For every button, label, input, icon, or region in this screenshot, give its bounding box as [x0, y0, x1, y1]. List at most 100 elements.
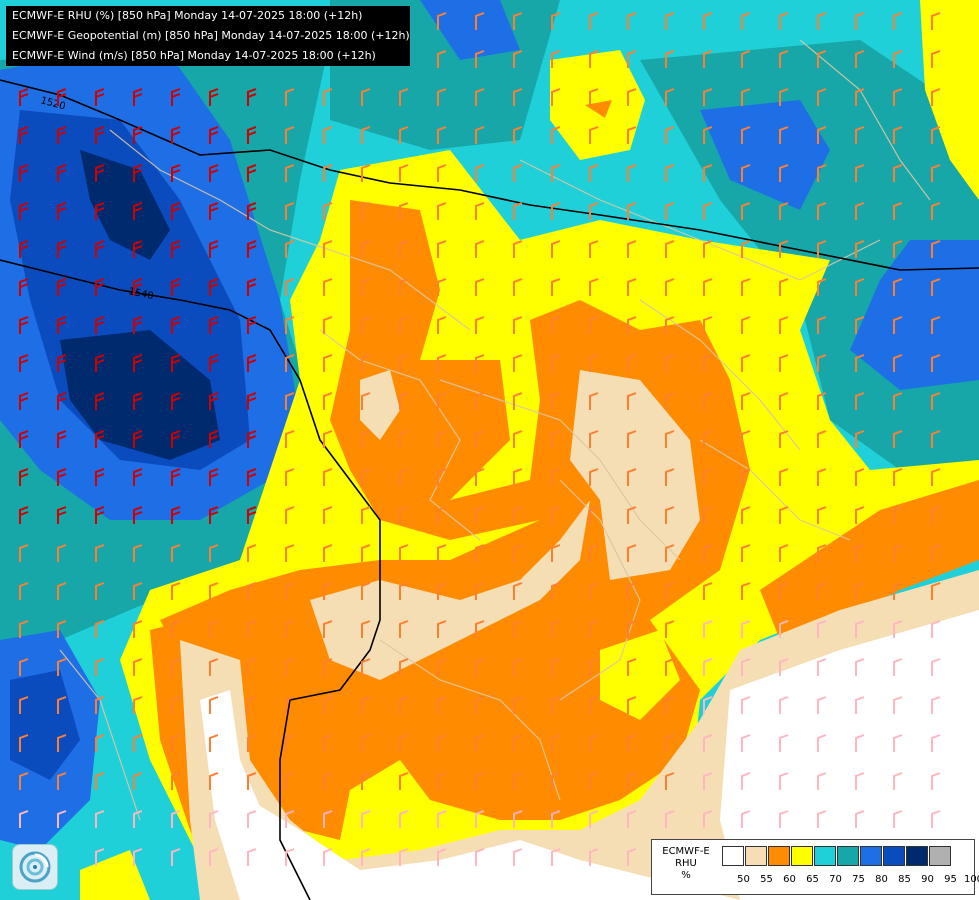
- wind-barb: [513, 582, 523, 600]
- rh50-region-s: [240, 800, 740, 900]
- wind-barb: [19, 430, 29, 448]
- wind-barb: [399, 316, 409, 334]
- wind-barb: [513, 430, 523, 448]
- wind-barb: [209, 810, 219, 828]
- wind-barb: [627, 316, 637, 334]
- legend-tick-label: 90: [921, 874, 934, 885]
- wind-barb: [171, 848, 181, 866]
- wind-barb: [399, 810, 409, 828]
- wind-barb: [551, 848, 561, 866]
- wind-barb: [95, 468, 105, 486]
- wind-barb: [133, 126, 143, 144]
- wind-barb: [361, 164, 371, 182]
- wind-barb: [247, 848, 257, 866]
- wind-barb: [589, 544, 599, 562]
- wind-barb: [361, 354, 371, 372]
- wind-barb: [133, 468, 143, 486]
- wind-barb: [95, 772, 105, 790]
- wind-barb: [323, 278, 333, 296]
- contour-line-1540: [0, 259, 381, 900]
- wind-barb: [931, 506, 941, 524]
- wind-barb: [855, 620, 865, 638]
- wind-barb: [627, 12, 637, 30]
- wind-barb: [19, 696, 29, 714]
- wind-barb: [323, 88, 333, 106]
- wind-barb: [931, 468, 941, 486]
- wind-barb: [209, 506, 219, 524]
- wind-barb: [513, 772, 523, 790]
- wind-barb: [893, 164, 903, 182]
- wind-barb: [437, 164, 447, 182]
- wind-barb: [171, 506, 181, 524]
- wind-barb: [779, 278, 789, 296]
- rh80-region-ne: [700, 100, 830, 210]
- wind-barb: [361, 506, 371, 524]
- contour-line-1520: [0, 79, 979, 271]
- wind-barb: [247, 240, 257, 258]
- wind-barb: [475, 202, 485, 220]
- wind-barb: [133, 88, 143, 106]
- wind-barb: [817, 240, 827, 258]
- wind-barb: [817, 772, 827, 790]
- wind-barb: [133, 848, 143, 866]
- wind-barb: [19, 278, 29, 296]
- wind-barb: [475, 88, 485, 106]
- wind-barb: [817, 620, 827, 638]
- wind-barb: [817, 12, 827, 30]
- wind-barb: [665, 582, 675, 600]
- wind-barb: [855, 164, 865, 182]
- wind-barb: [399, 468, 409, 486]
- wind-barb: [893, 240, 903, 258]
- wind-barb: [513, 164, 523, 182]
- wind-barb: [171, 468, 181, 486]
- wind-barb: [893, 620, 903, 638]
- wind-barb: [247, 164, 257, 182]
- wind-barb: [779, 12, 789, 30]
- wind-barb: [741, 354, 751, 372]
- wind-barb: [95, 126, 105, 144]
- wind-barb: [627, 202, 637, 220]
- wind-barb: [323, 734, 333, 752]
- wind-barb: [361, 696, 371, 714]
- wind-barb: [399, 354, 409, 372]
- wind-barb: [627, 582, 637, 600]
- wind-barb: [817, 164, 827, 182]
- wind-barb: [817, 696, 827, 714]
- wind-barb: [893, 506, 903, 524]
- wind-barb: [513, 126, 523, 144]
- wind-barb: [437, 544, 447, 562]
- wind-barb: [665, 658, 675, 676]
- wind-barb: [627, 848, 637, 866]
- wind-barb: [513, 316, 523, 334]
- wind-barb: [817, 126, 827, 144]
- wind-barb: [437, 202, 447, 220]
- wind-barb: [19, 468, 29, 486]
- wind-barb: [285, 582, 295, 600]
- wind-barb: [931, 354, 941, 372]
- wind-barb: [855, 240, 865, 258]
- wind-barb: [171, 772, 181, 790]
- wind-barb: [95, 696, 105, 714]
- wind-barb: [893, 88, 903, 106]
- wind-barb: [285, 696, 295, 714]
- wind-barb: [361, 772, 371, 790]
- wind-barb: [817, 316, 827, 334]
- rh55-region-yellow-pocket: [600, 630, 680, 720]
- wind-barb: [855, 430, 865, 448]
- wind-barb: [703, 772, 713, 790]
- wind-barb: [741, 88, 751, 106]
- wind-barb: [361, 430, 371, 448]
- wind-barb: [57, 772, 67, 790]
- wind-barb: [931, 12, 941, 30]
- wind-barb: [551, 164, 561, 182]
- wind-barb: [817, 734, 827, 752]
- wind-barb: [589, 772, 599, 790]
- wind-barb: [513, 88, 523, 106]
- wind-barb: [209, 164, 219, 182]
- wind-barb: [133, 658, 143, 676]
- wind-barb: [57, 164, 67, 182]
- wind-barb: [323, 164, 333, 182]
- wind-barb: [551, 810, 561, 828]
- wind-barb: [855, 468, 865, 486]
